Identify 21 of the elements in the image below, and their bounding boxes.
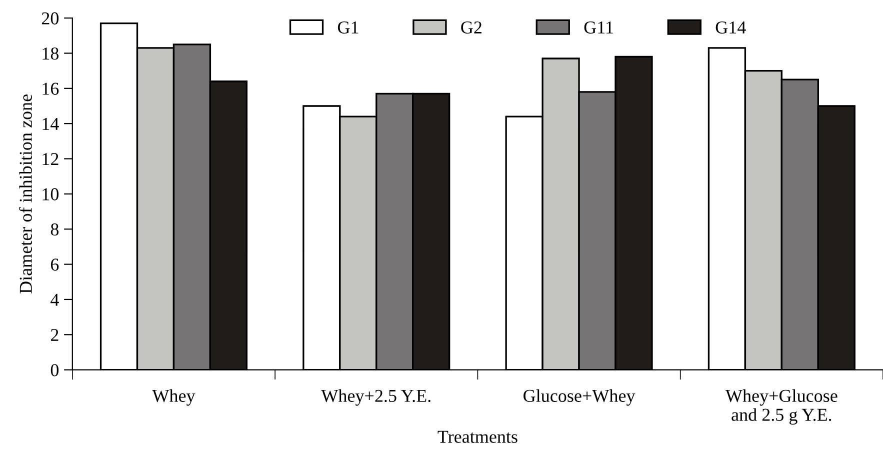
legend-label: G11 xyxy=(584,21,613,34)
y-tick-label: 10 xyxy=(42,188,59,200)
x-tick-label: Whey xyxy=(152,389,196,406)
y-tick-label: 8 xyxy=(50,223,59,236)
legend-label: G14 xyxy=(716,21,746,34)
y-tick-label: 18 xyxy=(42,47,59,60)
legend-label: G1 xyxy=(338,21,358,34)
x-tick-label: Whey+Glucose and 2.5 g Y.E. xyxy=(725,389,838,425)
y-tick-label: 16 xyxy=(42,82,59,95)
y-axis-title: Diameter of inhibition zone xyxy=(19,94,32,294)
y-tick-label: 0 xyxy=(50,364,59,376)
x-tick-label: Whey+2.5 Y.E. xyxy=(321,389,430,406)
y-tick-label: 20 xyxy=(42,12,59,24)
y-tick-label: 4 xyxy=(50,294,59,306)
x-axis-title: Treatments xyxy=(438,430,518,443)
y-tick-label: 6 xyxy=(50,258,59,271)
legend-label: G2 xyxy=(461,21,482,34)
x-tick-label: Glucose+Whey xyxy=(524,389,636,406)
y-tick-label: 14 xyxy=(42,118,59,130)
y-tick-label: 12 xyxy=(42,153,58,166)
y-tick-label: 2 xyxy=(50,328,58,341)
